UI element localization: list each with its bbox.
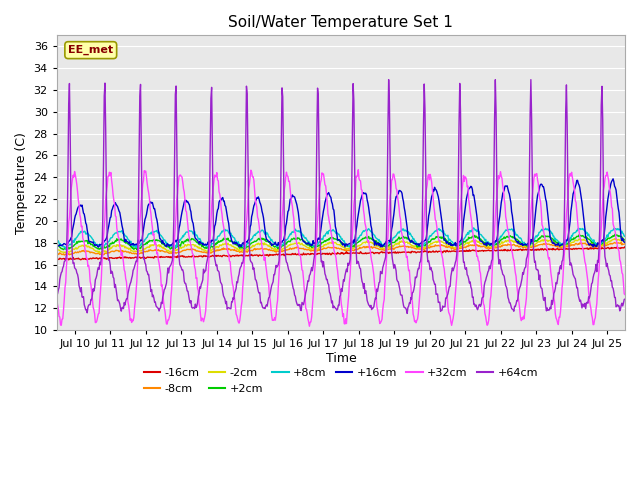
+64cm	[621, 296, 628, 302]
-8cm	[53, 251, 61, 256]
-8cm	[120, 249, 128, 254]
-16cm	[275, 252, 282, 257]
Line: +32cm: +32cm	[57, 170, 625, 326]
+64cm	[403, 311, 411, 316]
-16cm	[120, 254, 128, 260]
+16cm	[95, 244, 102, 250]
-2cm	[96, 250, 104, 256]
+64cm	[433, 291, 441, 297]
+2cm	[225, 237, 232, 243]
+16cm	[225, 220, 232, 226]
+16cm	[275, 240, 282, 245]
-2cm	[401, 239, 408, 244]
+32cm	[53, 297, 61, 303]
+32cm	[274, 298, 282, 303]
-2cm	[225, 242, 232, 248]
+8cm	[470, 225, 477, 231]
-16cm	[401, 249, 408, 255]
+16cm	[401, 204, 408, 210]
-16cm	[53, 256, 61, 262]
Line: +8cm: +8cm	[57, 228, 625, 249]
+2cm	[253, 238, 260, 243]
+2cm	[60, 247, 67, 252]
-2cm	[120, 243, 128, 249]
+8cm	[225, 230, 232, 236]
+16cm	[53, 239, 61, 245]
+2cm	[401, 235, 408, 240]
+32cm	[621, 292, 628, 298]
+2cm	[120, 239, 128, 245]
-8cm	[275, 248, 282, 254]
+8cm	[275, 242, 282, 248]
+32cm	[305, 324, 313, 329]
Line: -8cm: -8cm	[57, 242, 625, 255]
+2cm	[275, 246, 282, 252]
+32cm	[401, 245, 409, 251]
-8cm	[401, 243, 408, 249]
+8cm	[53, 238, 61, 244]
Legend: -16cm, -8cm, -2cm, +2cm, +8cm, +16cm, +32cm, +64cm: -16cm, -8cm, -2cm, +2cm, +8cm, +16cm, +3…	[139, 364, 543, 398]
Title: Soil/Water Temperature Set 1: Soil/Water Temperature Set 1	[228, 15, 453, 30]
+32cm	[120, 260, 127, 265]
X-axis label: Time: Time	[326, 352, 356, 365]
+2cm	[432, 234, 440, 240]
-16cm	[253, 252, 260, 258]
-16cm	[432, 248, 440, 254]
Line: +16cm: +16cm	[57, 179, 625, 247]
+32cm	[355, 167, 362, 173]
+16cm	[120, 236, 128, 242]
-16cm	[65, 257, 72, 263]
+64cm	[224, 305, 232, 311]
-2cm	[53, 246, 61, 252]
-8cm	[60, 252, 68, 258]
+64cm	[385, 77, 392, 83]
+16cm	[253, 195, 260, 201]
-8cm	[432, 243, 440, 249]
Line: +64cm: +64cm	[57, 80, 625, 313]
-2cm	[275, 247, 282, 252]
+32cm	[252, 201, 260, 206]
-2cm	[432, 239, 440, 244]
+32cm	[224, 250, 232, 255]
-2cm	[612, 236, 620, 241]
+64cm	[252, 277, 260, 283]
+8cm	[120, 231, 128, 237]
Y-axis label: Temperature (C): Temperature (C)	[15, 132, 28, 234]
+16cm	[609, 176, 617, 182]
Line: -16cm: -16cm	[57, 247, 625, 260]
+64cm	[274, 264, 282, 269]
+8cm	[62, 246, 70, 252]
-16cm	[621, 244, 628, 250]
+64cm	[401, 305, 408, 311]
Line: +2cm: +2cm	[57, 234, 625, 250]
-16cm	[225, 253, 232, 259]
-8cm	[225, 247, 232, 252]
+16cm	[621, 240, 628, 245]
+16cm	[432, 187, 440, 192]
-8cm	[253, 246, 260, 252]
-8cm	[618, 240, 625, 245]
+2cm	[611, 231, 619, 237]
Line: -2cm: -2cm	[57, 239, 625, 253]
+2cm	[53, 242, 61, 248]
-8cm	[621, 241, 628, 247]
+8cm	[432, 228, 440, 234]
+64cm	[53, 293, 61, 299]
+8cm	[253, 230, 260, 236]
+64cm	[120, 306, 127, 312]
+8cm	[401, 228, 408, 234]
Text: EE_met: EE_met	[68, 45, 113, 55]
+32cm	[433, 224, 441, 230]
+8cm	[621, 233, 628, 239]
-2cm	[253, 241, 260, 247]
-2cm	[621, 239, 628, 245]
+2cm	[621, 237, 628, 242]
